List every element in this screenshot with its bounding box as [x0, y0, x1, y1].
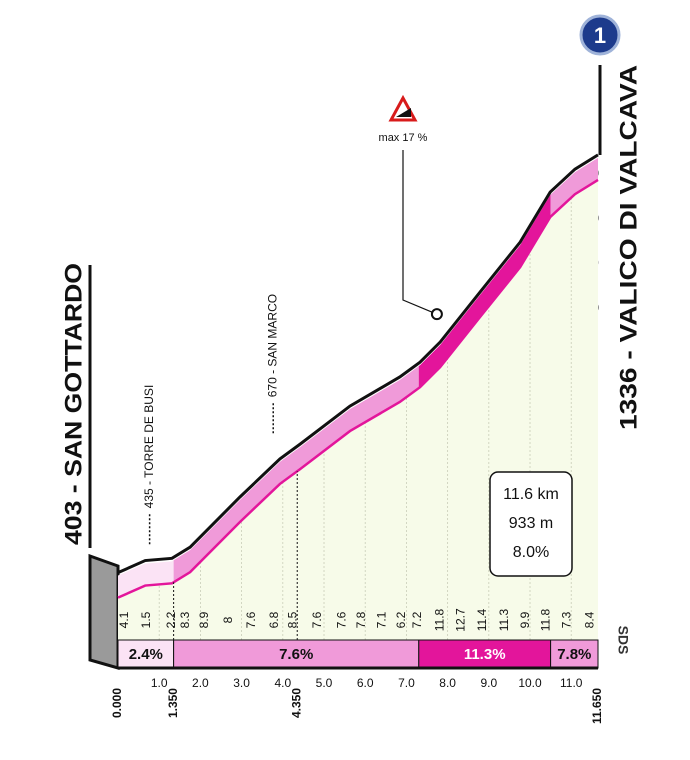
gradient-label: 8.4: [582, 611, 596, 628]
x-tick-label: 1.0: [151, 676, 168, 690]
gradient-label: 11.3: [497, 608, 511, 631]
logo: SDS: [615, 626, 631, 655]
gradient-label: 8.5: [285, 611, 299, 628]
summary-line: 11.6 km: [503, 486, 559, 503]
x-tick-label: 5.0: [316, 676, 333, 690]
gradient-label: 8: [221, 616, 235, 623]
distance-mark: 1.350: [166, 688, 180, 718]
x-tick-label: 4.0: [274, 676, 291, 690]
start-label: 403 - SAN GOTTARDO: [60, 263, 87, 545]
gradient-label: 7.8: [354, 611, 368, 628]
gradient-label: 7.1: [374, 611, 388, 628]
x-tick-label: 9.0: [480, 676, 497, 690]
gradient-band: [418, 194, 551, 389]
gradient-label: 7.3: [559, 611, 573, 628]
gradient-label: 6.8: [267, 611, 281, 628]
gradient-label: 8.9: [197, 611, 211, 628]
gradient-label: 4.1: [117, 611, 131, 628]
distance-mark: 11.650: [590, 688, 604, 724]
gradient-label: 7.6: [334, 611, 348, 628]
gradient-label: 7.2: [410, 611, 424, 628]
x-tick-label: 6.0: [357, 676, 374, 690]
distance-mark: 4.350: [289, 688, 303, 718]
sector-label: 2.4%: [129, 646, 163, 663]
max-leader: [402, 150, 438, 315]
max-icon-slope: [396, 108, 411, 117]
sector-bar: [550, 639, 599, 669]
gradient-label: 7.6: [310, 611, 324, 628]
summary-line: 8.0%: [513, 544, 549, 561]
max-label: max 17 %: [379, 132, 428, 144]
gradient-label: 9.9: [518, 611, 532, 628]
gradient-band: [118, 560, 174, 598]
profile-line: [117, 153, 599, 575]
x-tick-label: 3.0: [233, 676, 250, 690]
place-label: 435 - TORRE DE BUSI: [142, 385, 156, 509]
band-edge: [117, 178, 599, 599]
x-tick-label: 11.0: [560, 676, 583, 690]
distance-mark: 0.000: [110, 688, 124, 718]
x-tick-label: 2.0: [192, 676, 209, 690]
gradient-label: 11.8: [432, 608, 446, 631]
summary-line: 933 m: [509, 515, 553, 532]
gradient-label: 6.2: [394, 611, 408, 628]
gradient-band: [173, 366, 419, 583]
start-wall: [88, 553, 120, 670]
place-label: 670 - SAN MARCO: [265, 294, 279, 397]
summary-box: [489, 471, 573, 577]
sector-label: 11.3%: [464, 646, 506, 663]
gradient-label: 11.8: [538, 608, 552, 631]
gradient-label: 1.5: [139, 611, 153, 628]
gradient-label: 12.7: [453, 608, 467, 632]
gradient-label: 2.2: [164, 611, 178, 628]
gradient-label: 11.4: [475, 608, 489, 631]
x-tick-label: 8.0: [439, 676, 456, 690]
climb-number: 1: [594, 23, 606, 48]
gradient-band: [550, 157, 598, 217]
x-tick-label: 10.0: [518, 676, 542, 690]
finish-label: 1336 - VALICO DI VALCAVA: [615, 65, 642, 430]
sector-bar: [173, 639, 420, 669]
sector-label: 7.6%: [279, 646, 313, 663]
max-point: [430, 308, 443, 321]
x-tick-label: 7.0: [398, 676, 415, 690]
sector-label: 7.8%: [557, 646, 591, 663]
gradient-label: 8.3: [178, 611, 192, 628]
climb-badge: [579, 14, 621, 56]
gradient-label: 7.6: [244, 611, 258, 628]
